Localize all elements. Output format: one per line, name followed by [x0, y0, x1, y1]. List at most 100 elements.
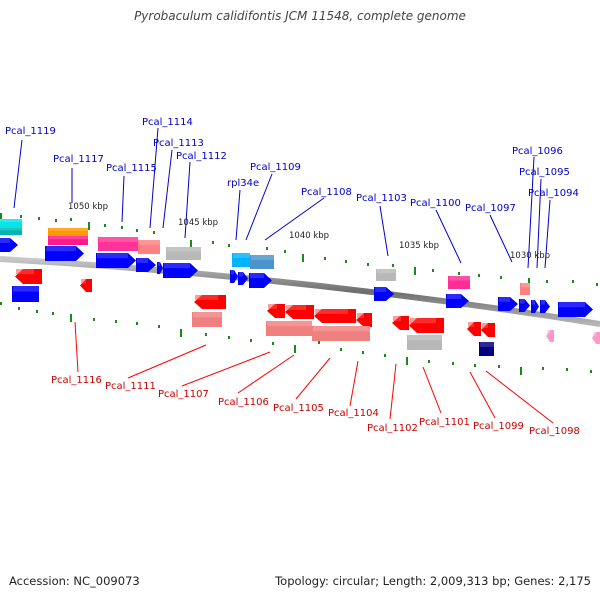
gene-label-reverse: Pcal_1101 — [419, 417, 470, 428]
gene-label-forward: Pcal_1115 — [106, 163, 157, 174]
gene-arrow-highlight — [46, 246, 76, 252]
gene-arrow-highlight — [16, 269, 34, 275]
tick-mark — [153, 231, 155, 234]
gene-arrow-highlight — [559, 302, 585, 308]
leader-line-forward — [162, 149, 173, 229]
leader-line-forward — [544, 199, 551, 269]
leader-line-forward — [184, 161, 191, 239]
gene-arrow-highlight — [449, 276, 470, 281]
tick-mark — [542, 367, 544, 370]
gene-arrow-highlight — [480, 342, 494, 347]
tick-mark — [500, 276, 502, 279]
gene-arrow-highlight — [81, 279, 86, 284]
gene-label-forward: Pcal_1112 — [176, 151, 227, 162]
tick-mark — [93, 318, 95, 321]
tick-mark — [596, 283, 598, 286]
gene-label-forward: Pcal_1117 — [53, 154, 104, 165]
gene-arrow-highlight — [164, 263, 190, 269]
tick-mark — [266, 247, 268, 250]
tick-mark — [180, 329, 182, 337]
map-title: Pyrobaculum calidifontis JCM 11548, comp… — [134, 9, 466, 23]
tick-mark — [55, 219, 57, 222]
tick-mark — [70, 218, 72, 221]
gene-label-forward: Pcal_1108 — [301, 187, 352, 198]
leader-line-forward — [435, 209, 462, 264]
tick-mark — [498, 365, 500, 368]
tick-mark — [38, 217, 40, 220]
tick-mark — [0, 302, 2, 305]
gene-arrow-highlight — [0, 228, 22, 231]
tick-mark — [528, 278, 530, 286]
tick-mark — [520, 367, 522, 375]
gene-label-forward: Pcal_1114 — [142, 117, 193, 128]
tick-marks — [0, 213, 598, 375]
tick-mark — [478, 274, 480, 277]
gene-arrow-highlight — [0, 238, 10, 243]
gene-arrow-highlight — [315, 309, 348, 314]
gene-arrow-highlight — [482, 323, 488, 328]
leader-line-forward — [13, 139, 23, 209]
leader-line-reverse — [295, 357, 331, 400]
leader-line-reverse — [237, 354, 295, 394]
leader-line-forward — [527, 156, 535, 269]
gene-label-reverse: Pcal_1107 — [158, 389, 209, 400]
gene-label-forward: Pcal_1100 — [410, 198, 461, 209]
gene-label-reverse: Pcal_1104 — [328, 408, 379, 419]
leader-line-reverse — [485, 370, 554, 424]
tick-mark — [318, 341, 320, 344]
gene-arrow-highlight — [532, 300, 535, 305]
leader-line-reverse — [469, 371, 496, 419]
gene-features — [0, 219, 600, 356]
tick-mark — [406, 357, 408, 365]
leader-line-reverse — [389, 363, 397, 420]
tick-mark — [0, 213, 2, 221]
tick-mark — [136, 229, 138, 232]
gene-label-reverse: Pcal_1099 — [473, 421, 524, 432]
tick-mark — [136, 322, 138, 325]
tick-mark — [70, 314, 72, 322]
gene-arrow-highlight — [49, 228, 88, 231]
leader-line-reverse — [349, 360, 359, 407]
gene-arrow-highlight — [547, 330, 550, 335]
gene-label-forward: Pcal_1096 — [512, 146, 563, 157]
tick-mark — [324, 257, 326, 260]
tick-mark — [392, 264, 394, 267]
gene-label-reverse: Pcal_1105 — [273, 403, 324, 414]
tick-mark — [428, 360, 430, 363]
tick-mark — [414, 267, 416, 275]
gene-arrow-highlight — [268, 304, 277, 309]
tick-mark — [20, 215, 22, 218]
gene-arrow-highlight — [99, 237, 138, 242]
gene-arrow-highlight — [97, 253, 128, 259]
genome-backbone — [0, 256, 600, 327]
gene-arrow-highlight — [13, 286, 39, 292]
gene-arrow-highlight — [593, 332, 596, 337]
tick-mark — [36, 310, 38, 313]
tick-mark — [18, 307, 20, 310]
tick-mark — [52, 312, 54, 315]
gene-arrow-highlight — [520, 299, 525, 304]
tick-mark — [88, 222, 90, 230]
gene-label-forward: Pcal_1109 — [250, 162, 301, 173]
tick-mark — [566, 368, 568, 371]
gene-label-reverse: Pcal_1102 — [367, 423, 418, 434]
forward-gene-labels: Pcal_1119 Pcal_1117 Pcal_1115 Pcal_1114 … — [5, 117, 579, 214]
tick-mark — [572, 280, 574, 283]
position-label: 1030 kbp — [510, 251, 550, 261]
gene-arrow-highlight — [286, 305, 306, 310]
leader-line-forward — [264, 197, 325, 241]
tick-mark — [294, 345, 296, 353]
gene-arrow-highlight — [357, 313, 364, 318]
gene-label-forward: rpl34e — [227, 178, 259, 189]
tick-mark — [340, 348, 342, 351]
gene-arrow-highlight — [251, 255, 274, 260]
gene-arrow-highlight — [499, 297, 510, 302]
tick-mark — [190, 240, 192, 248]
tick-mark — [228, 336, 230, 339]
tick-mark — [121, 226, 123, 229]
tick-mark — [205, 333, 207, 336]
leader-line-forward — [121, 175, 125, 223]
tick-mark — [362, 351, 364, 354]
leader-line-forward — [149, 127, 159, 229]
